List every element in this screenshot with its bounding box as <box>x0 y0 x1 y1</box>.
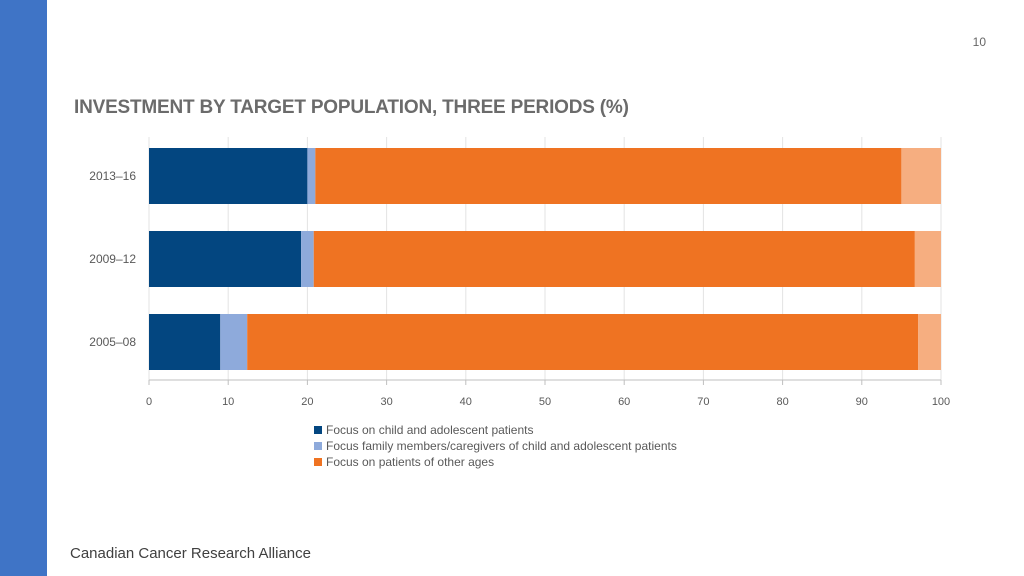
x-tick-label: 20 <box>301 396 313 408</box>
bar-2009-12-remainder <box>914 231 941 287</box>
legend-item-family: Focus family members/caregivers of child… <box>314 438 677 454</box>
footer-source: Canadian Cancer Research Alliance <box>70 545 311 562</box>
x-tick-label: 80 <box>776 396 788 408</box>
legend-label-child: Focus on child and adolescent patients <box>326 423 534 437</box>
legend-swatch-other <box>314 458 322 466</box>
bar-2013-16-remainder <box>901 148 941 204</box>
bar-2013-16-other <box>315 148 902 204</box>
bar-2013-16-child <box>149 148 308 204</box>
bar-2013-16-family <box>307 148 316 204</box>
bar-2009-12-other <box>313 231 915 287</box>
legend-item-child: Focus on child and adolescent patients <box>314 422 677 438</box>
y-tick-label: 2005–08 <box>89 335 136 349</box>
y-tick-label: 2013–16 <box>89 169 136 183</box>
bar-2009-12-family <box>301 231 314 287</box>
chart-legend: Focus on child and adolescent patients F… <box>314 422 677 470</box>
legend-label-other: Focus on patients of other ages <box>326 455 495 469</box>
side-accent-bar <box>0 0 47 576</box>
bar-2005-08-family <box>220 314 248 370</box>
chart-title: INVESTMENT BY TARGET POPULATION, THREE P… <box>74 97 629 118</box>
x-tick-label: 60 <box>618 396 630 408</box>
legend-label-family: Focus family members/caregivers of child… <box>326 439 677 453</box>
x-tick-label: 30 <box>380 396 392 408</box>
x-tick-label: 100 <box>932 396 950 408</box>
legend-swatch-child <box>314 426 322 434</box>
y-tick-label: 2009–12 <box>89 252 136 266</box>
bar-2005-08-remainder <box>918 314 941 370</box>
bar-2005-08-child <box>149 314 221 370</box>
x-tick-label: 90 <box>856 396 868 408</box>
x-tick-label: 40 <box>460 396 472 408</box>
bar-2005-08-other <box>247 314 919 370</box>
x-tick-label: 70 <box>697 396 709 408</box>
x-tick-label: 50 <box>539 396 551 408</box>
bar-2009-12-child <box>149 231 302 287</box>
page-number: 10 <box>972 35 986 49</box>
x-tick-label: 10 <box>222 396 234 408</box>
legend-swatch-family <box>314 442 322 450</box>
legend-item-other: Focus on patients of other ages <box>314 454 677 470</box>
x-tick-label: 0 <box>146 396 152 408</box>
